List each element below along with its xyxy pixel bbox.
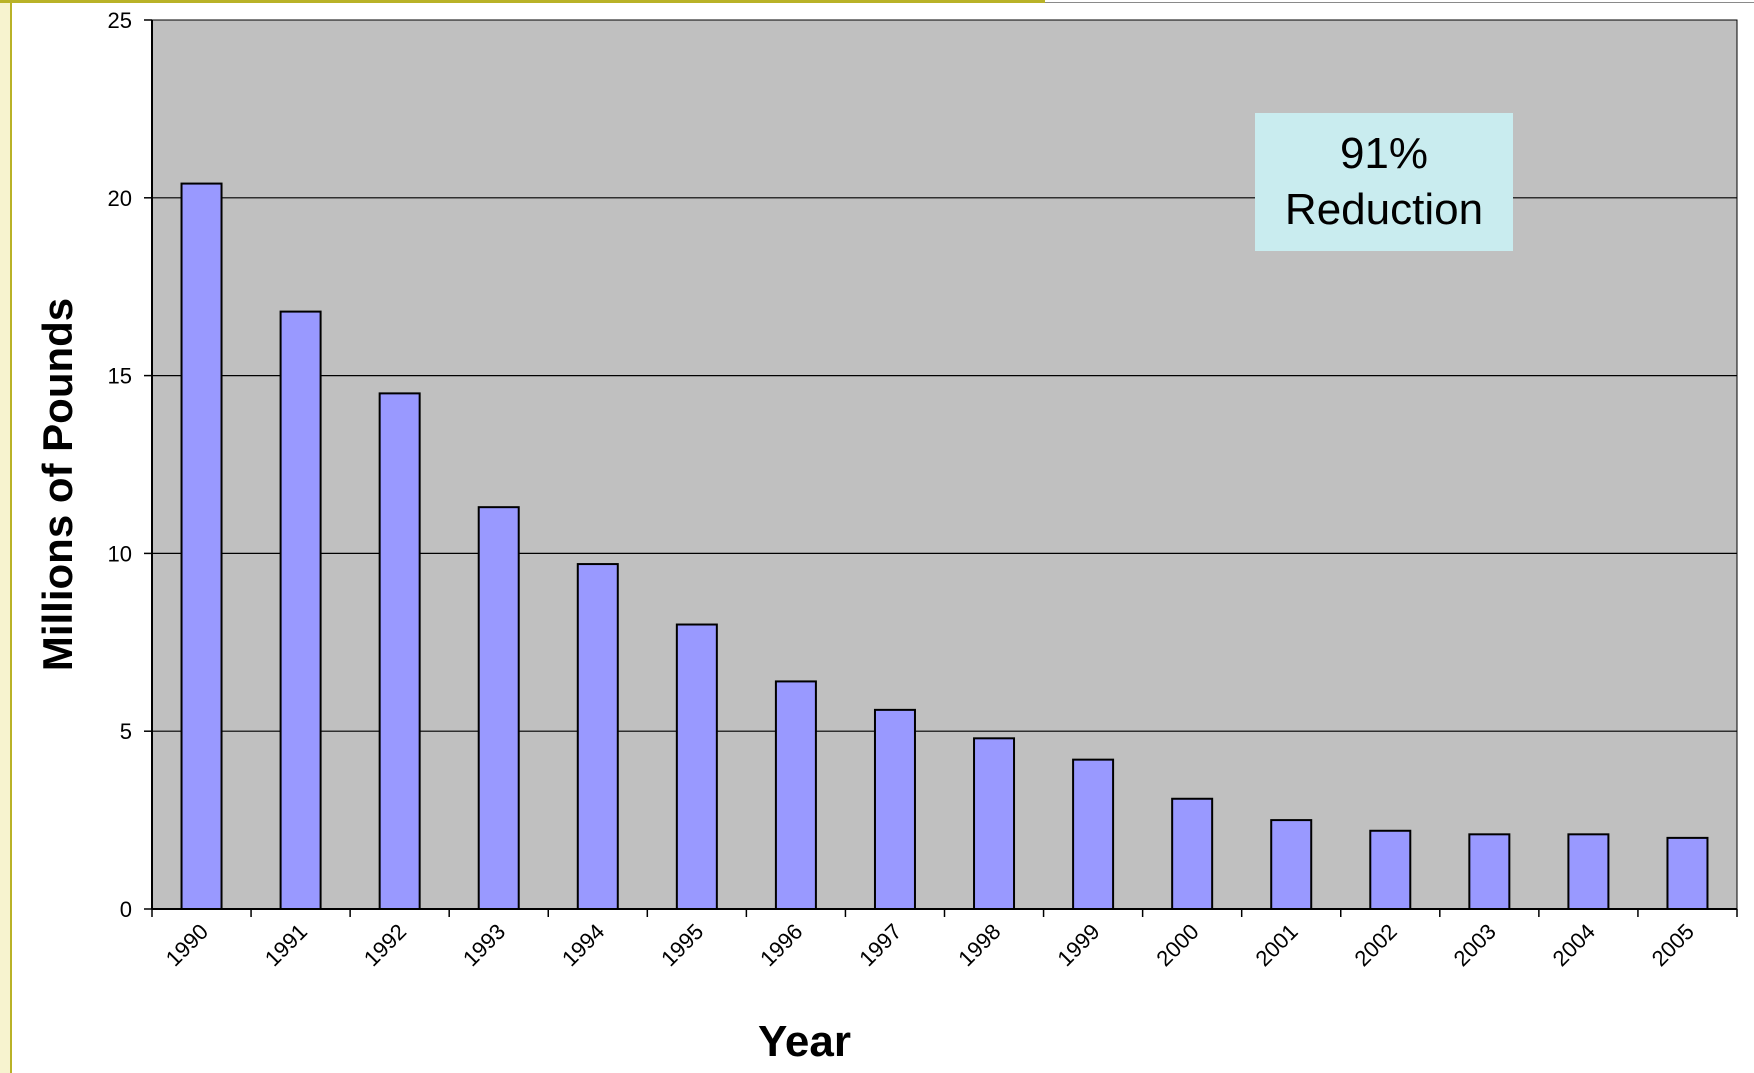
x-tick-labels: 1990 1991 1992 1993 1994 1995 1996 1997 1998 1999… [161, 919, 1699, 971]
x-axis-title: Year [758, 1017, 851, 1066]
x-tick-label: 2000 [1151, 919, 1203, 971]
slide-top-accent [0, 0, 1045, 3]
y-tick-label: 20 [108, 186, 132, 211]
bar-1990 [180, 182, 223, 911]
x-tick-label: 1994 [557, 919, 609, 971]
bar-1991 [279, 310, 322, 911]
bar-2004 [1567, 833, 1610, 910]
y-tick-label: 5 [120, 719, 132, 744]
y-tick-label: 25 [108, 8, 132, 33]
bar-2000 [1171, 797, 1214, 910]
x-tick-label: 2004 [1548, 919, 1600, 971]
slide-top-line [1045, 2, 1754, 3]
y-tick-label: 10 [108, 541, 132, 566]
bar-2001 [1270, 819, 1313, 910]
annotation-line-2: Reduction [1284, 185, 1484, 234]
x-tick-label: 1990 [161, 919, 213, 971]
x-tick-label: 1993 [458, 919, 510, 971]
x-tick-label: 1992 [359, 919, 411, 971]
x-tick-label: 1995 [656, 919, 708, 971]
bar-1998 [973, 737, 1016, 911]
y-tick-label: 0 [120, 897, 132, 922]
bar-1999 [1072, 758, 1115, 911]
y-axis-title: Millions of Pounds [34, 298, 81, 671]
bar-1992 [378, 392, 421, 910]
bar-2002 [1369, 829, 1412, 911]
slide-left-accent [0, 0, 12, 1073]
bar-1996 [774, 680, 817, 911]
x-tick-label: 1996 [755, 919, 807, 971]
x-tick-label: 2003 [1449, 919, 1501, 971]
x-tick-label: 2005 [1647, 919, 1699, 971]
x-tick-label: 1997 [854, 919, 906, 971]
x-tick-label: 1998 [953, 919, 1005, 971]
reduction-annotation: 91% Reduction [1255, 113, 1513, 251]
bar-1994 [576, 563, 619, 910]
y-tick-labels: 0 5 10 15 20 25 [108, 8, 132, 922]
x-tick-label: 2002 [1350, 919, 1402, 971]
x-tick-label: 2001 [1250, 919, 1302, 971]
bars [180, 182, 1709, 911]
x-tick-label: 1991 [260, 919, 312, 971]
bar-1995 [675, 623, 718, 911]
bar-2003 [1468, 833, 1511, 910]
bar-1993 [477, 506, 520, 910]
axes [144, 19, 1738, 917]
x-tick-label: 1999 [1052, 919, 1104, 971]
bar-1997 [873, 708, 916, 911]
y-tick-label: 15 [108, 364, 132, 389]
annotation-line-1: 91% [1339, 129, 1429, 178]
bar-2005 [1666, 836, 1709, 911]
